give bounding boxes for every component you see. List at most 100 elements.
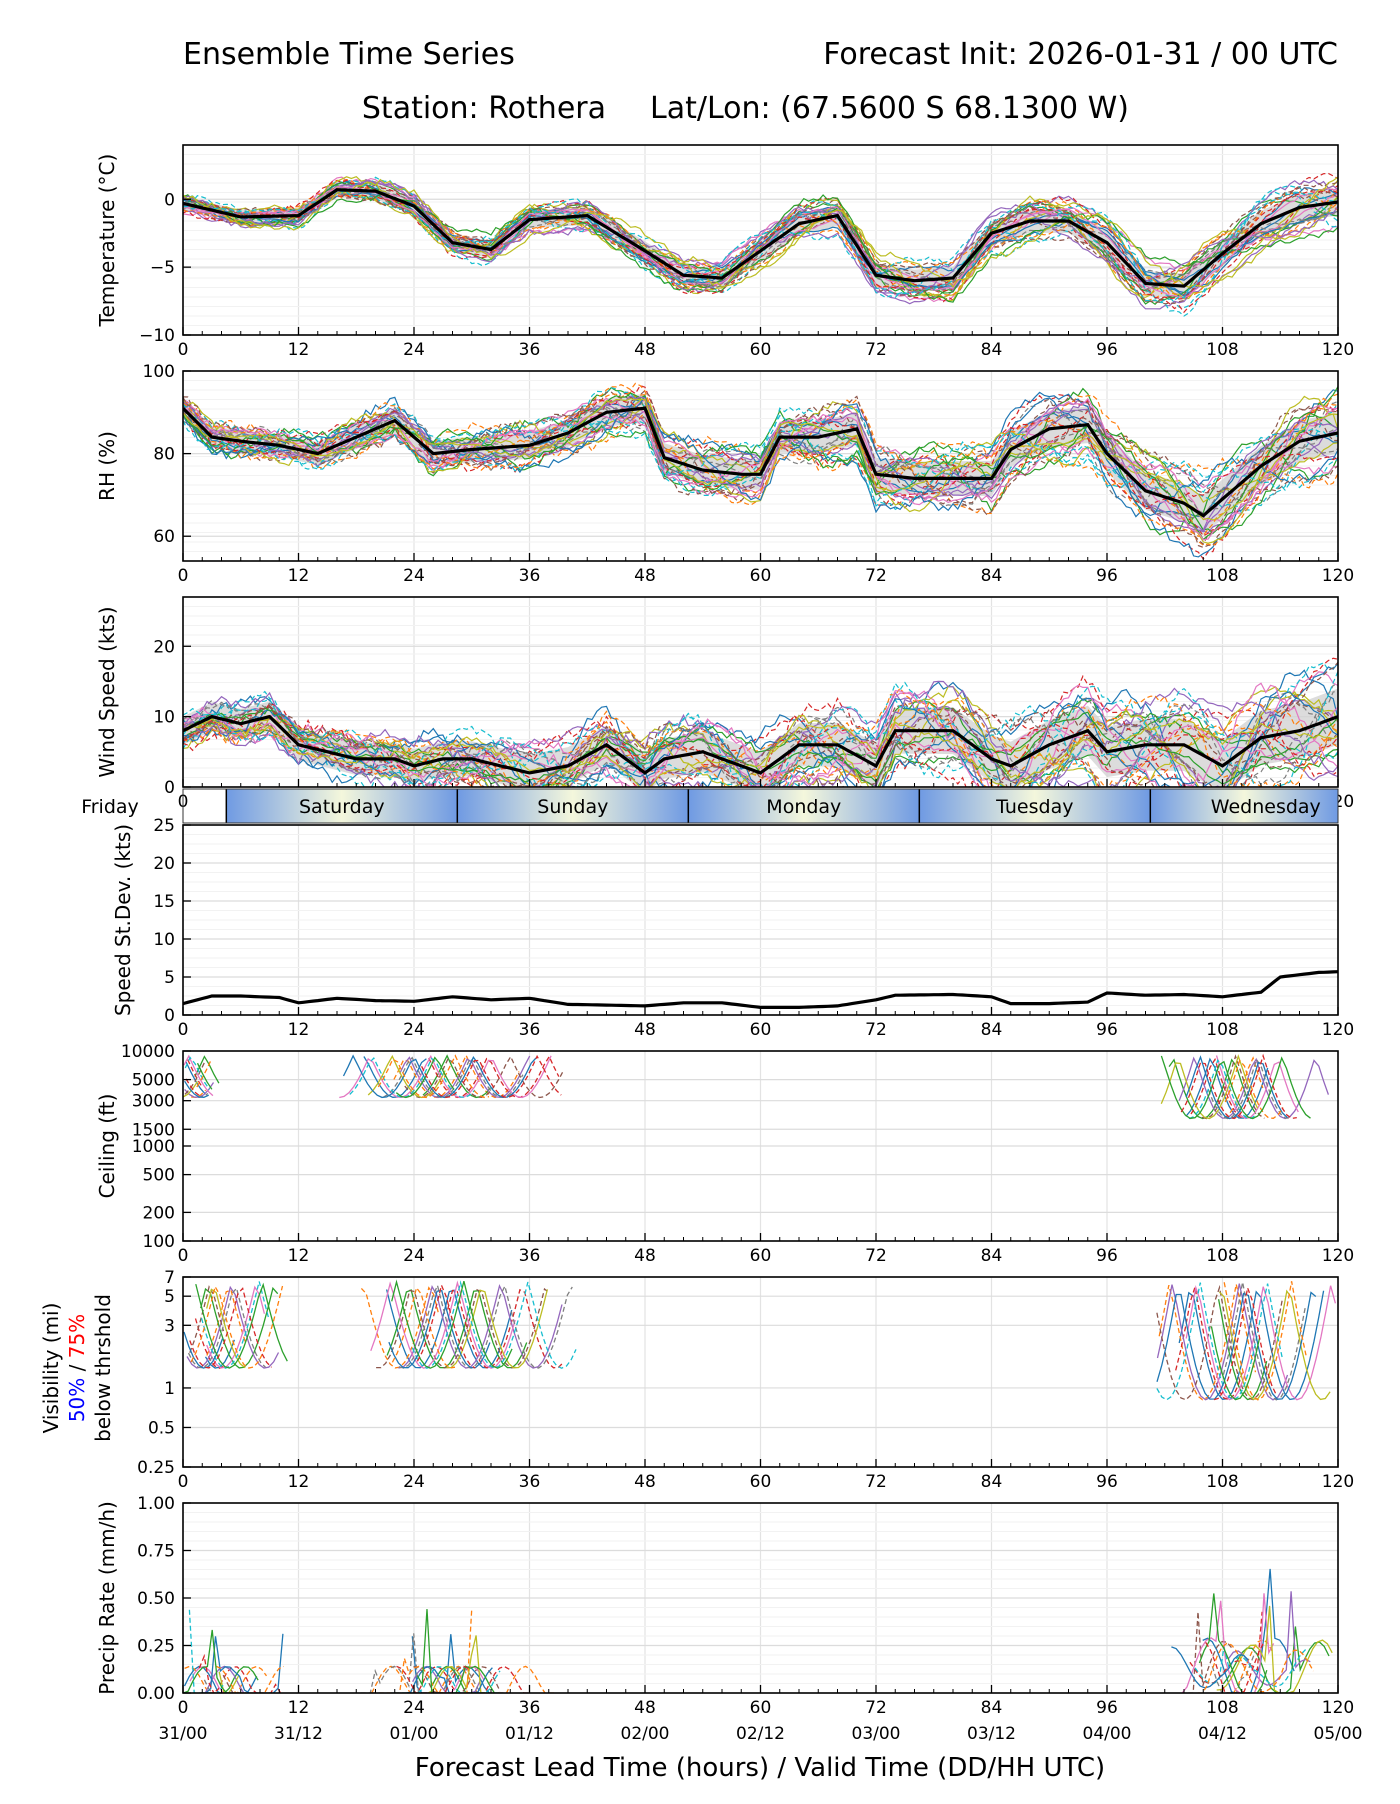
ytick-label: 15	[153, 892, 175, 912]
xtick-label: 12	[288, 1246, 310, 1266]
member-line	[184, 1062, 205, 1095]
member-line	[431, 1665, 485, 1693]
member-line	[184, 1056, 210, 1090]
valid-time-label: 02/12	[736, 1724, 785, 1744]
member-line	[391, 1279, 513, 1369]
member-line	[183, 1629, 232, 1693]
valid-time-label: 03/12	[967, 1724, 1016, 1744]
xtick-label: 0	[178, 1698, 189, 1718]
member-line	[183, 176, 1338, 317]
member-line	[1222, 1281, 1306, 1401]
ytick-label: 5	[164, 1287, 175, 1307]
xtick-label: 72	[865, 1698, 887, 1718]
xtick-label: 36	[519, 1246, 541, 1266]
xtick-label: 120	[1322, 1698, 1354, 1718]
valid-time-label: 04/00	[1083, 1724, 1132, 1744]
member-line	[183, 188, 1338, 304]
member-line	[183, 662, 1338, 787]
member-line	[198, 1653, 224, 1693]
ytick-label: 25	[153, 816, 175, 836]
member-line	[183, 706, 1338, 787]
member-line	[1171, 1646, 1249, 1689]
xtick-label: 72	[865, 340, 887, 360]
member-line	[183, 172, 1338, 314]
ytick-label: 0.25	[137, 1637, 175, 1657]
xtick-label: 84	[981, 1246, 1003, 1266]
xtick-label: 108	[1206, 1472, 1238, 1492]
member-line	[184, 1080, 209, 1098]
xtick-label: 0	[178, 340, 189, 360]
xtick-label: 24	[403, 566, 425, 586]
member-line	[1216, 1605, 1333, 1693]
xtick-label: 24	[403, 340, 425, 360]
xtick-label: 48	[634, 1698, 656, 1718]
xtick-label: 36	[519, 566, 541, 586]
ytick-label: 0.75	[137, 1542, 175, 1562]
member-line	[183, 191, 1338, 300]
ytick-label: 20	[153, 854, 175, 874]
ytick-label: 10	[153, 930, 175, 950]
member-line	[1185, 1055, 1288, 1120]
day-cell	[1150, 789, 1338, 823]
xtick-label: 120	[1322, 1246, 1354, 1266]
xtick-label: 108	[1206, 566, 1238, 586]
xtick-label: 72	[865, 1246, 887, 1266]
member-line	[398, 1283, 573, 1369]
member-line	[183, 386, 1338, 536]
valid-time-label: 04/12	[1198, 1724, 1247, 1744]
ensemble-mean-line	[183, 188, 1338, 288]
station-latlon: Lat/Lon: (67.5600 S 68.1300 W)	[650, 91, 1129, 126]
member-line	[189, 1287, 273, 1369]
valid-time-label: 03/00	[852, 1724, 901, 1744]
valid-time-label: 05/00	[1314, 1724, 1363, 1744]
ytick-label: 200	[143, 1203, 175, 1223]
visibility-ylabel-line3: below thrshold	[91, 1294, 115, 1442]
day-band: Friday Saturday Sunday Monday Tuesday Wednesd…	[81, 788, 1339, 824]
member-line	[183, 399, 1338, 509]
member-line	[206, 1288, 246, 1369]
member-line	[183, 661, 1338, 787]
member-line	[395, 1056, 455, 1099]
member-line	[1185, 1057, 1269, 1119]
day-label: Monday	[766, 796, 841, 818]
xtick-label: 84	[981, 340, 1003, 360]
plot-area-temp	[183, 172, 1338, 317]
day-cell	[226, 789, 458, 823]
ytick-label: 3000	[132, 1092, 175, 1112]
xtick-label: 36	[519, 1472, 541, 1492]
xtick-label: 60	[750, 1472, 772, 1492]
visibility-ylabel-line1: Visibility (mi)	[39, 1303, 63, 1434]
xtick-label: 48	[634, 1472, 656, 1492]
member-line	[1210, 1326, 1261, 1401]
day-label: Friday	[81, 796, 139, 818]
member-line	[183, 391, 1338, 537]
member-line	[190, 1284, 284, 1369]
ytick-label: 3	[164, 1316, 175, 1336]
member-line	[1156, 1282, 1283, 1401]
ylabel-wind: Wind Speed (kts)	[95, 606, 119, 777]
member-line	[183, 189, 1338, 300]
ytick-label: 0	[164, 1006, 175, 1026]
day-label: Wednesday	[1211, 796, 1321, 818]
ytick-label: 0.50	[137, 1589, 175, 1609]
member-line	[1180, 1053, 1297, 1120]
member-line	[1197, 1642, 1314, 1693]
chart-title: Ensemble Time Series	[183, 37, 515, 72]
member-line	[1190, 1057, 1245, 1120]
xtick-label: 108	[1206, 1698, 1238, 1718]
xtick-label: 60	[750, 1020, 772, 1040]
member-line	[1160, 1054, 1259, 1120]
member-line	[195, 1282, 288, 1369]
member-line	[1201, 1054, 1265, 1120]
ytick-label: 0	[164, 778, 175, 798]
xtick-label: 0	[178, 1246, 189, 1266]
pct50-label: 50%	[65, 1378, 89, 1422]
member-line	[183, 399, 1338, 534]
member-line	[183, 685, 1338, 787]
member-line	[183, 683, 1338, 787]
member-line	[183, 698, 1338, 787]
ytick-label: 0.5	[148, 1418, 175, 1438]
member-line	[183, 700, 1338, 787]
xtick-label: 84	[981, 1472, 1003, 1492]
